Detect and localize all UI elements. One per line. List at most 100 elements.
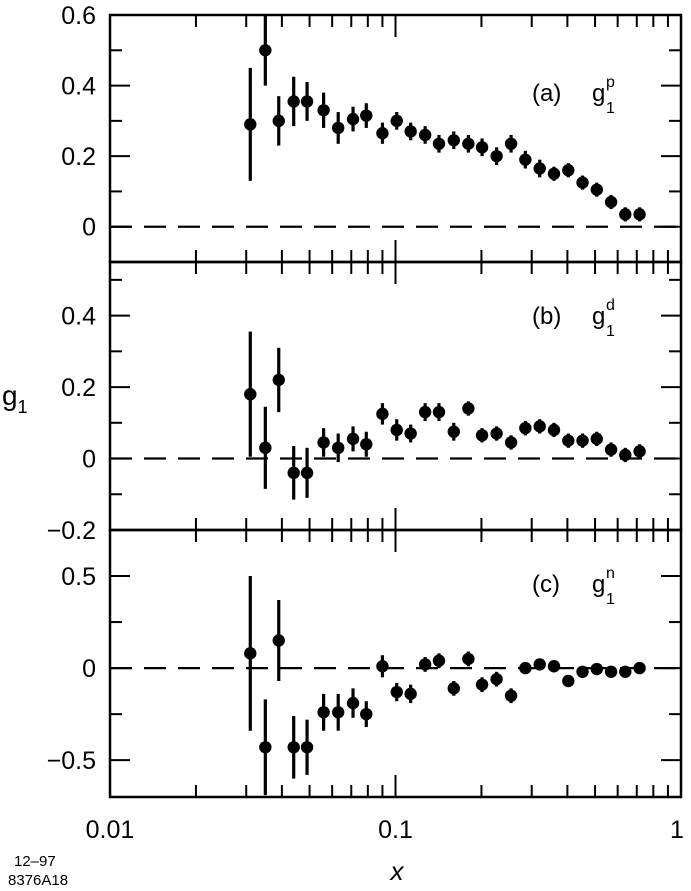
data-marker <box>447 134 460 147</box>
panel-label: (c) <box>532 571 560 598</box>
data-marker <box>432 405 446 419</box>
data-marker <box>633 445 646 458</box>
data-marker <box>604 443 618 456</box>
data-point <box>332 433 345 463</box>
data-point <box>604 665 618 678</box>
panel-quantity-sup: n <box>606 565 615 582</box>
data-marker <box>462 137 475 150</box>
figure-id-line-2: 8376A18 <box>8 872 68 889</box>
data-marker <box>462 402 475 415</box>
data-point <box>300 719 314 775</box>
data-point <box>633 661 646 675</box>
data-marker <box>576 176 589 189</box>
data-marker <box>447 682 460 695</box>
data-point <box>604 442 618 457</box>
y-tick-label: 0.2 <box>61 143 96 171</box>
data-marker <box>504 436 518 449</box>
data-point <box>244 67 257 181</box>
data-marker <box>475 141 489 154</box>
data-marker <box>404 687 417 701</box>
data-marker <box>272 114 285 128</box>
data-marker <box>376 660 389 673</box>
data-marker <box>633 661 646 675</box>
data-point <box>562 674 575 688</box>
data-point <box>633 207 646 222</box>
data-point <box>272 96 285 146</box>
data-marker <box>633 208 646 221</box>
data-point <box>317 92 330 128</box>
data-point <box>360 701 373 728</box>
data-point <box>376 655 389 678</box>
data-point <box>576 433 589 448</box>
data-marker <box>432 137 446 150</box>
data-marker <box>533 162 546 175</box>
y-axis-label-sub: 1 <box>18 397 28 417</box>
panel-quantity-sup: p <box>606 74 615 91</box>
data-point <box>432 134 446 153</box>
data-point <box>504 688 518 704</box>
data-marker <box>604 665 618 678</box>
figure-id-line-1: 12–97 <box>14 853 56 870</box>
data-point <box>346 688 360 718</box>
data-marker <box>562 434 575 447</box>
panel-b: −0.2 0 0.2 0.4 (b) g d 1 <box>47 260 683 545</box>
data-point <box>287 76 300 127</box>
data-point <box>519 661 532 675</box>
data-point <box>504 435 518 450</box>
data-marker <box>259 44 272 57</box>
data-marker <box>590 662 603 676</box>
data-point <box>287 715 300 779</box>
data-point <box>533 658 546 671</box>
data-marker <box>390 685 403 699</box>
data-point <box>259 15 272 86</box>
data-point <box>300 447 314 498</box>
data-marker <box>576 434 589 447</box>
x-axis: 0.01 0.1 1 <box>86 816 684 844</box>
data-marker <box>619 208 632 221</box>
data-point <box>604 194 618 210</box>
data-point <box>244 576 257 731</box>
y-tick-label: 0.4 <box>61 303 96 331</box>
data-point <box>432 403 446 422</box>
data-marker <box>390 423 403 437</box>
data-point <box>317 428 330 457</box>
data-point <box>418 126 432 144</box>
data-marker <box>533 658 546 671</box>
data-marker <box>504 137 518 150</box>
data-marker <box>244 388 257 401</box>
data-point <box>533 159 546 178</box>
panel-quantity-sub: 1 <box>606 100 615 117</box>
data-marker <box>360 109 373 122</box>
data-point <box>390 112 403 130</box>
data-marker <box>376 407 389 421</box>
panel-frame <box>108 13 683 264</box>
data-point <box>332 112 345 144</box>
panel-quantity-sub: 1 <box>606 591 615 608</box>
data-point <box>418 403 432 422</box>
panel-quantity-main: g <box>592 303 605 330</box>
data-point <box>619 207 632 222</box>
data-point <box>562 163 575 178</box>
panel-quantity-sub: 1 <box>606 323 615 340</box>
y-tick-label: −0.5 <box>47 747 96 775</box>
data-marker <box>418 658 432 671</box>
data-marker <box>259 441 272 455</box>
x-tick-label: 0.01 <box>86 816 135 844</box>
data-point <box>475 677 489 693</box>
data-marker <box>619 665 632 678</box>
data-point <box>590 182 603 197</box>
data-point <box>390 419 403 441</box>
data-marker <box>590 183 603 196</box>
data-marker <box>490 427 503 440</box>
data-point <box>317 693 330 731</box>
data-point <box>259 699 272 796</box>
y-tick-label: 0 <box>82 214 96 242</box>
data-marker <box>346 696 360 710</box>
data-marker <box>547 423 561 437</box>
data-marker <box>404 125 417 138</box>
data-marker <box>462 652 475 666</box>
data-point <box>447 422 460 441</box>
data-point <box>576 175 589 190</box>
data-marker <box>562 164 575 177</box>
data-point <box>404 424 417 443</box>
